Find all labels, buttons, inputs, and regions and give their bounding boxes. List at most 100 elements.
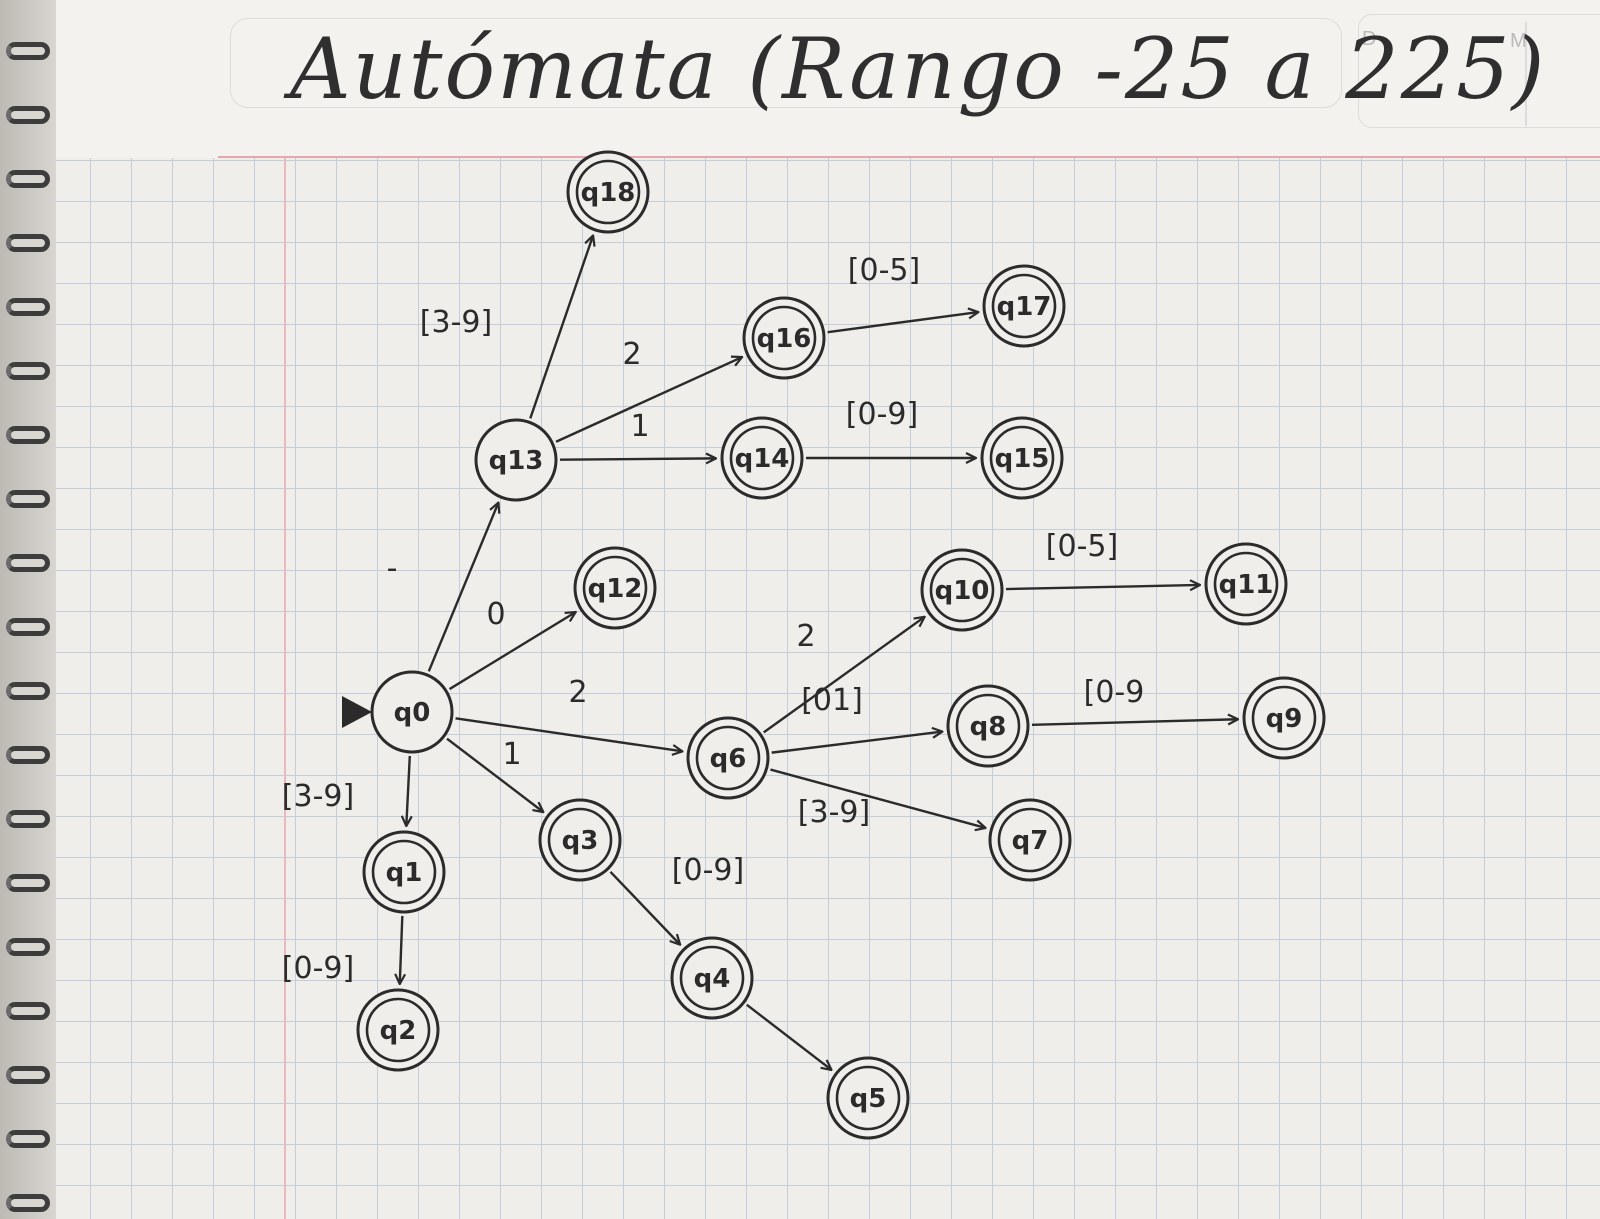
accepting-ring — [365, 997, 431, 1063]
state-label: q9 — [1266, 704, 1303, 734]
state-circle — [1204, 542, 1288, 626]
transition-label-q16-q17: [0-5] — [848, 253, 920, 288]
state-circle — [573, 546, 657, 630]
state-q15: q15 — [980, 416, 1064, 500]
binding-ring — [6, 1066, 50, 1084]
transition-q16-q17 — [827, 312, 979, 334]
binding-ring — [6, 746, 50, 764]
accepting-ring — [729, 425, 795, 491]
accepting-ring — [1213, 551, 1279, 617]
corner-mark-m: M — [1510, 30, 1527, 52]
accepting-ring — [547, 807, 613, 873]
state-circle — [670, 936, 754, 1020]
transition-label-q8-q9: [0-9 — [1084, 675, 1145, 710]
binding-ring — [6, 554, 50, 572]
state-label: q8 — [970, 712, 1007, 742]
transition-label-q0-q6: 2 — [568, 675, 587, 710]
binding-ring — [6, 234, 50, 252]
accepting-ring — [991, 273, 1057, 339]
state-q14: q14 — [720, 416, 804, 500]
state-label: q14 — [735, 444, 790, 474]
binding-ring — [6, 1130, 50, 1148]
transition-q3-q4 — [609, 870, 680, 945]
state-circle — [474, 418, 558, 502]
corner-mark-d: D — [1362, 28, 1377, 50]
state-circle — [980, 416, 1064, 500]
accepting-ring — [751, 305, 817, 371]
transition-q6-q10 — [763, 617, 925, 734]
state-circle — [720, 416, 804, 500]
initial-state-arrow-icon — [342, 696, 372, 728]
binding-ring — [6, 682, 50, 700]
state-q17: q17 — [982, 264, 1066, 348]
state-q13: q13 — [474, 418, 558, 502]
state-circle — [356, 988, 440, 1072]
state-circle — [982, 264, 1066, 348]
state-circle — [826, 1056, 910, 1140]
state-q16: q16 — [742, 296, 826, 380]
binding-ring — [6, 1002, 50, 1020]
state-circle — [566, 150, 650, 234]
transition-q10-q11 — [1005, 585, 1200, 589]
binding-ring — [6, 42, 50, 60]
state-label: q16 — [757, 324, 812, 354]
state-label: q5 — [850, 1084, 887, 1114]
state-circle — [742, 296, 826, 380]
binding-ring — [6, 874, 50, 892]
transition-q8-q9 — [1031, 719, 1238, 727]
header-box — [230, 18, 1342, 108]
binding-ring — [6, 362, 50, 380]
state-label: q7 — [1012, 826, 1049, 856]
state-label: q13 — [489, 446, 544, 476]
corner-box — [1358, 14, 1600, 128]
state-q8: q8 — [946, 684, 1030, 768]
accepting-ring — [989, 425, 1055, 491]
accepting-ring — [835, 1065, 901, 1131]
transition-label-q1-q2: [0-9] — [282, 951, 354, 986]
state-label: q10 — [935, 576, 990, 606]
state-label: q18 — [581, 178, 636, 208]
binding-ring — [6, 1194, 50, 1212]
binding-ring — [6, 618, 50, 636]
state-q1: q1 — [362, 830, 446, 914]
transition-q13-q18 — [529, 236, 593, 419]
transition-label-q0-q1: [3-9] — [282, 779, 354, 814]
state-q0: q0 — [342, 670, 454, 754]
state-q7: q7 — [988, 798, 1072, 882]
transition-label-q13-q14: 1 — [630, 409, 649, 444]
state-label: q1 — [386, 858, 423, 888]
spiral-binding — [0, 0, 56, 1219]
transition-q0-q1 — [406, 755, 410, 826]
accepting-ring — [955, 693, 1021, 759]
state-label: q0 — [394, 698, 431, 728]
transition-label-q6-q8: [01] — [801, 683, 863, 718]
state-circle — [538, 798, 622, 882]
state-q3: q3 — [538, 798, 622, 882]
transition-q13-q14 — [559, 458, 716, 459]
transition-label-q3-q4: [0-9] — [672, 853, 744, 888]
transition-label-q0-q13: - — [387, 551, 398, 586]
transition-q0-q13 — [427, 503, 499, 672]
transition-q0-q12 — [448, 612, 576, 691]
state-q10: q10 — [920, 548, 1004, 632]
transition-label-q0-q3: 1 — [502, 737, 521, 772]
transitions-layer: - 0 2 1 [3-9] [0-9] [0-9] 2 [01] [3-9] [0-5] [0-9 [3… — [282, 236, 1238, 1070]
state-q4: q4 — [670, 936, 754, 1020]
state-circle — [362, 830, 446, 914]
binding-ring — [6, 170, 50, 188]
states-layer: q0 q1 q2 q3 q4 q5 q6 q7 q8 q9 q10 q11 q12 q13 q14 q15 q1… — [342, 150, 1326, 1140]
binding-ring — [6, 298, 50, 316]
state-circle — [988, 798, 1072, 882]
state-label: q4 — [694, 964, 731, 994]
transition-label-q0-q12: 0 — [486, 597, 505, 632]
state-label: q3 — [562, 826, 599, 856]
state-q12: q12 — [573, 546, 657, 630]
accepting-ring — [575, 159, 641, 225]
transition-q0-q6 — [455, 717, 683, 751]
transition-label-q14-q15: [0-9] — [846, 397, 918, 432]
transition-label-q6-q7: [3-9] — [798, 795, 870, 830]
state-circle — [920, 548, 1004, 632]
accepting-ring — [679, 945, 745, 1011]
state-circle — [946, 684, 1030, 768]
state-label: q15 — [995, 444, 1050, 474]
